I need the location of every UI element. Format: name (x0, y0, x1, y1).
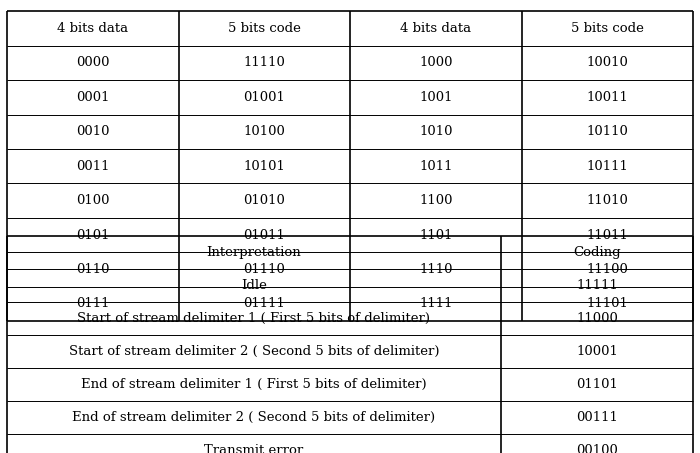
Text: 0101: 0101 (76, 229, 109, 241)
Text: End of stream delimiter 2 ( Second 5 bits of delimiter): End of stream delimiter 2 ( Second 5 bit… (72, 411, 435, 424)
Text: 11101: 11101 (587, 298, 628, 310)
Text: 10100: 10100 (244, 125, 285, 138)
Text: 1010: 1010 (419, 125, 452, 138)
Text: 5 bits code: 5 bits code (228, 22, 301, 35)
Text: 1011: 1011 (419, 160, 452, 173)
Text: Coding: Coding (573, 246, 621, 259)
Text: Start of stream delimiter 2 ( Second 5 bits of delimiter): Start of stream delimiter 2 ( Second 5 b… (69, 345, 439, 358)
Text: Interpretation: Interpretation (206, 246, 301, 259)
Text: End of stream delimiter 1 ( First 5 bits of delimiter): End of stream delimiter 1 ( First 5 bits… (81, 378, 427, 391)
Text: 0011: 0011 (76, 160, 109, 173)
Text: 1111: 1111 (419, 298, 452, 310)
Text: 0111: 0111 (76, 298, 109, 310)
Text: 10010: 10010 (587, 57, 628, 69)
Text: Start of stream delimiter 1 ( First 5 bits of delimiter): Start of stream delimiter 1 ( First 5 bi… (78, 312, 430, 325)
Text: 01011: 01011 (244, 229, 285, 241)
Text: 11100: 11100 (587, 263, 628, 276)
Text: Transmit error: Transmit error (204, 444, 304, 453)
Text: 11111: 11111 (576, 279, 618, 292)
Text: 0100: 0100 (76, 194, 109, 207)
Text: 00111: 00111 (576, 411, 618, 424)
Text: 01010: 01010 (244, 194, 285, 207)
Text: 1101: 1101 (419, 229, 452, 241)
Text: 0110: 0110 (76, 263, 109, 276)
Text: 00100: 00100 (576, 444, 618, 453)
Text: 11010: 11010 (587, 194, 628, 207)
Text: 11000: 11000 (576, 312, 618, 325)
Text: 01101: 01101 (576, 378, 618, 391)
Text: 11011: 11011 (587, 229, 628, 241)
Text: 10101: 10101 (244, 160, 285, 173)
Text: 10110: 10110 (587, 125, 628, 138)
Text: 5 bits code: 5 bits code (570, 22, 644, 35)
Text: 0010: 0010 (76, 125, 109, 138)
Text: 01001: 01001 (244, 91, 285, 104)
Text: 01110: 01110 (244, 263, 285, 276)
Text: 0001: 0001 (76, 91, 109, 104)
Text: 1001: 1001 (419, 91, 452, 104)
Text: 10011: 10011 (587, 91, 628, 104)
Text: 10001: 10001 (576, 345, 618, 358)
Text: 11110: 11110 (244, 57, 285, 69)
Text: 0000: 0000 (76, 57, 109, 69)
Text: 1100: 1100 (419, 194, 452, 207)
Text: 01111: 01111 (244, 298, 285, 310)
Text: 4 bits data: 4 bits data (400, 22, 471, 35)
Text: 1000: 1000 (419, 57, 452, 69)
Text: Idle: Idle (241, 279, 267, 292)
Text: 4 bits data: 4 bits data (57, 22, 128, 35)
Text: 1110: 1110 (419, 263, 452, 276)
Text: 10111: 10111 (587, 160, 628, 173)
